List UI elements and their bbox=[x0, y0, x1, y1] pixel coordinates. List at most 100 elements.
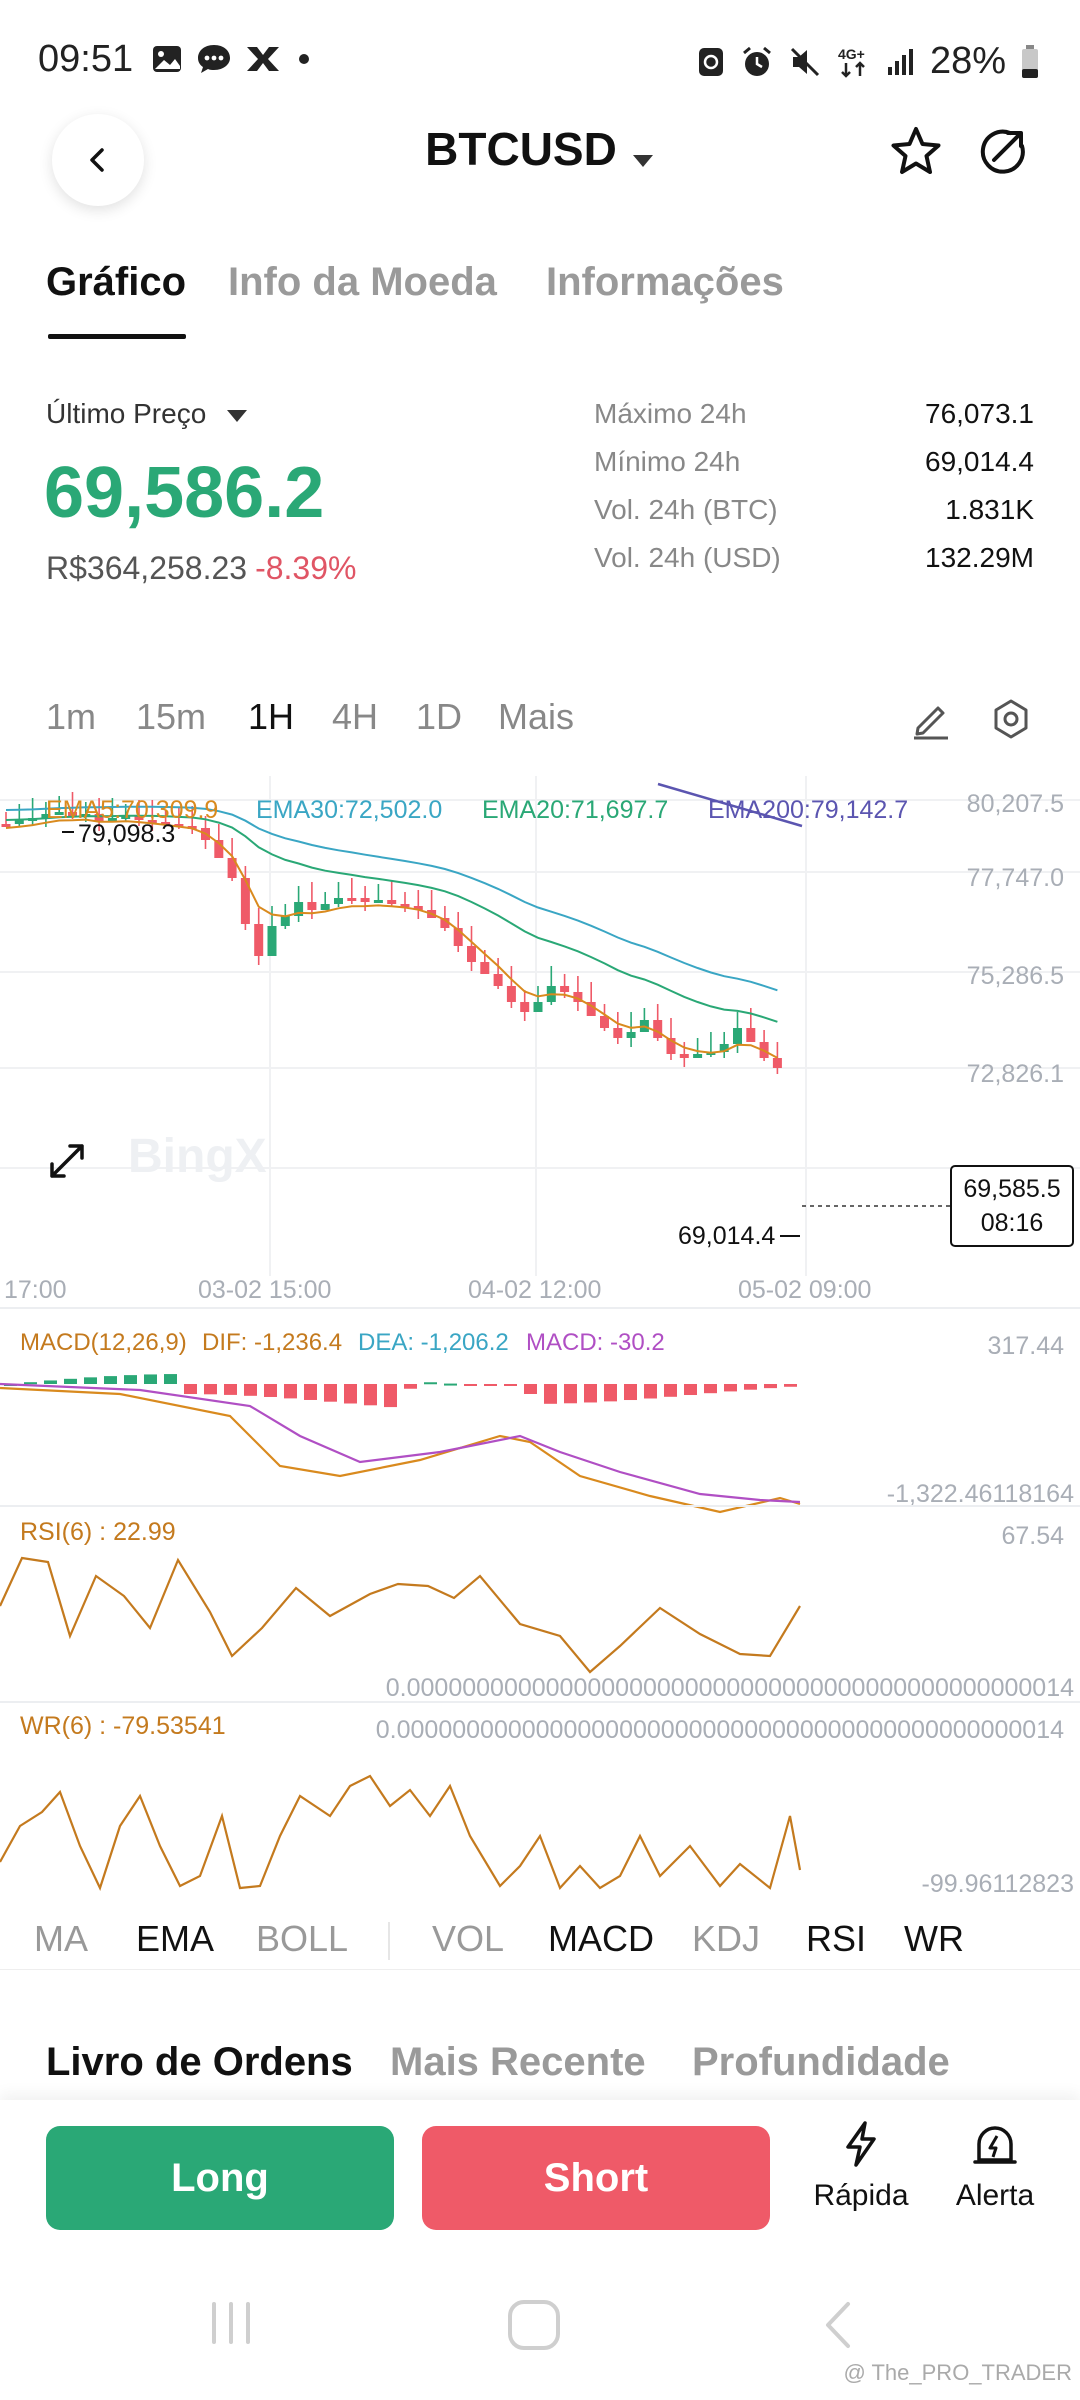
macd-bar bbox=[144, 1374, 157, 1384]
timeframe-bar: 1m 15m 1H 4H 1D Mais bbox=[0, 690, 1080, 750]
candle-body bbox=[679, 1054, 689, 1058]
candle-body bbox=[666, 1038, 676, 1054]
stat-label: Vol. 24h (USD) bbox=[594, 542, 781, 573]
x-tick: 03-02 15:00 bbox=[198, 1276, 331, 1304]
chat-icon bbox=[196, 42, 232, 76]
ema5-line bbox=[5, 818, 778, 1059]
macd-bar bbox=[304, 1384, 317, 1400]
indicator-boll[interactable]: BOLL bbox=[256, 1918, 349, 1959]
favorite-star-icon[interactable] bbox=[888, 124, 944, 185]
stat-row: Vol. 24h (BTC) 1.831K bbox=[594, 494, 1034, 542]
pair-selector[interactable]: BTCUSD bbox=[0, 122, 1080, 180]
indicator-ema[interactable]: EMA bbox=[136, 1918, 215, 1959]
timeframe-15m[interactable]: 15m bbox=[136, 696, 207, 737]
caret-down-icon bbox=[226, 409, 248, 423]
tab-informacoes[interactable]: Informações bbox=[546, 260, 784, 304]
main-tabs: Gráfico Info da Moeda Informações bbox=[0, 250, 1080, 340]
indicator-ma[interactable]: MA bbox=[34, 1918, 88, 1959]
last-price-selector[interactable]: Último Preço bbox=[46, 398, 248, 430]
macd-bar bbox=[64, 1378, 77, 1384]
candle-body bbox=[360, 898, 370, 902]
candle-body bbox=[161, 822, 171, 825]
candle-body bbox=[440, 918, 450, 928]
candle-body bbox=[254, 924, 264, 956]
candle-body bbox=[746, 1028, 756, 1042]
candle-body bbox=[174, 824, 184, 827]
caret-down-icon bbox=[631, 126, 655, 180]
candle-body bbox=[1, 824, 11, 827]
candle-body bbox=[347, 898, 357, 901]
candle-body bbox=[267, 926, 277, 956]
back-nav-icon[interactable] bbox=[818, 2298, 858, 2352]
x-tick: 05-02 09:00 bbox=[738, 1276, 871, 1304]
ema5-label: EMA5:70,309.9 bbox=[46, 796, 218, 824]
candle-body bbox=[520, 1002, 530, 1012]
price-summary: Último Preço 69,586.2 R$364,258.23 -8.39%… bbox=[0, 390, 1080, 610]
candle-body bbox=[68, 812, 77, 816]
tab-info-moeda[interactable]: Info da Moeda bbox=[228, 260, 497, 304]
macd-bar bbox=[44, 1380, 57, 1384]
back-button[interactable] bbox=[52, 114, 144, 206]
rsi-line bbox=[0, 1556, 801, 1674]
macd-bar bbox=[24, 1382, 37, 1385]
macd-dea: DEA: -1,206.2 bbox=[358, 1329, 509, 1356]
indicator-kdj[interactable]: KDJ bbox=[692, 1918, 761, 1959]
indicator-divider bbox=[388, 1922, 390, 1960]
macd-bar bbox=[644, 1384, 657, 1399]
candle-body bbox=[400, 904, 410, 907]
tab-mais-recente[interactable]: Mais Recente bbox=[390, 2040, 646, 2084]
indicator-macd[interactable]: MACD bbox=[548, 1918, 654, 1959]
timeframe-more[interactable]: Mais bbox=[498, 696, 575, 737]
timeframe-4h[interactable]: 4H bbox=[332, 696, 379, 737]
candle-body bbox=[240, 878, 250, 924]
tab-profundidade[interactable]: Profundidade bbox=[692, 2040, 950, 2084]
stat-label: Vol. 24h (BTC) bbox=[594, 494, 778, 525]
indicator-rsi[interactable]: RSI bbox=[806, 1918, 867, 1959]
macd-histogram bbox=[0, 1374, 801, 1514]
dot-icon bbox=[294, 49, 314, 69]
alert-button[interactable]: Alerta bbox=[940, 2120, 1050, 2213]
stat-row: Vol. 24h (USD) 132.29M bbox=[594, 542, 1034, 590]
candlestick-chart[interactable]: BingX EMA5:70,309.9 EMA30:72,502.0 EMA20… bbox=[0, 776, 1080, 1896]
notification-icons bbox=[150, 42, 314, 76]
wr-max: 0.00000000000000000000000000000000000000… bbox=[376, 1716, 1064, 1744]
countdown-label: 08:16 bbox=[981, 1209, 1044, 1237]
y-tick: 77,747.0 bbox=[967, 864, 1064, 892]
indicator-vol[interactable]: VOL bbox=[432, 1918, 505, 1959]
candle-body bbox=[613, 1028, 623, 1038]
macd-value: MACD: -30.2 bbox=[526, 1329, 665, 1356]
signal-icon bbox=[886, 47, 916, 77]
recent-apps-icon[interactable] bbox=[206, 2298, 256, 2348]
chart-area[interactable]: BingX EMA5:70,309.9 EMA30:72,502.0 EMA20… bbox=[0, 776, 1080, 1896]
timeframe-1h[interactable]: 1H bbox=[248, 696, 295, 737]
candle-body bbox=[453, 928, 463, 946]
long-button[interactable]: Long bbox=[46, 2126, 394, 2230]
chart-grid bbox=[0, 776, 1080, 1276]
quick-trade-button[interactable]: Rápida bbox=[806, 2120, 916, 2213]
macd-bar bbox=[584, 1384, 597, 1403]
expand-icon[interactable] bbox=[50, 1144, 84, 1178]
ema30-line bbox=[5, 805, 778, 992]
short-button[interactable]: Short bbox=[422, 2126, 770, 2230]
timeframe-1d[interactable]: 1D bbox=[416, 696, 463, 737]
candle-body bbox=[121, 816, 131, 819]
timeframe-1m[interactable]: 1m bbox=[46, 696, 97, 737]
stat-value: 1.831K bbox=[945, 494, 1034, 525]
macd-bar bbox=[664, 1384, 677, 1397]
share-icon[interactable] bbox=[976, 124, 1032, 185]
macd-bar bbox=[164, 1374, 177, 1384]
current-price-label: 69,585.5 bbox=[963, 1175, 1060, 1203]
home-icon[interactable] bbox=[506, 2298, 562, 2352]
macd-bar bbox=[744, 1384, 757, 1390]
tab-grafico[interactable]: Gráfico bbox=[46, 260, 187, 304]
candle-body bbox=[54, 812, 64, 815]
tab-livro-de-ordens[interactable]: Livro de Ordens bbox=[46, 2040, 353, 2084]
system-icons: 4G+ 28% bbox=[696, 40, 1040, 83]
macd-min: -1,322.46118164 bbox=[887, 1480, 1074, 1508]
draw-pencil-icon[interactable] bbox=[910, 698, 952, 745]
indicator-wr[interactable]: WR bbox=[904, 1918, 964, 1959]
macd-bar bbox=[624, 1384, 637, 1401]
chart-settings-icon[interactable] bbox=[990, 698, 1032, 745]
ema20-line bbox=[5, 814, 778, 1023]
mute-icon bbox=[788, 45, 822, 79]
